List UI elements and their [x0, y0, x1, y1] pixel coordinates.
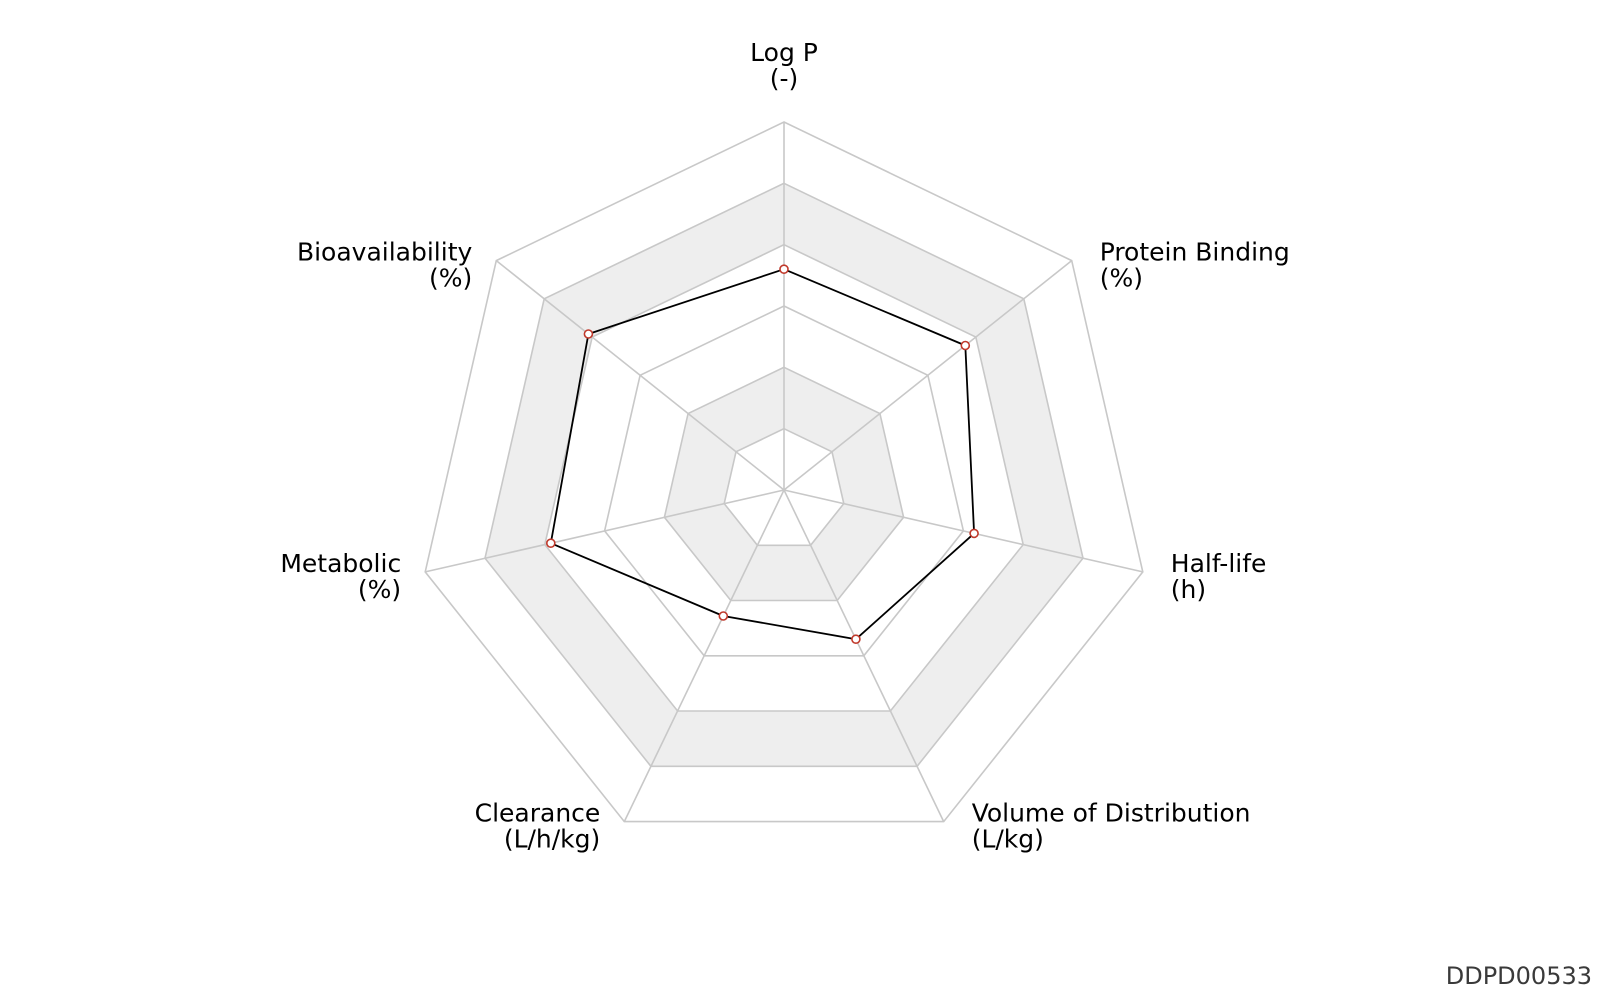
radar-point-6	[583, 329, 594, 339]
axis-label-unit: (%)	[358, 575, 401, 604]
axis-label-0: Log P (-)	[750, 38, 818, 93]
footer-id: DDPD00533	[1445, 962, 1592, 990]
axis-label-unit: (-)	[770, 64, 799, 93]
radar-point-0	[779, 264, 789, 275]
radar-axis-labels: Log P (-)Protein Binding (%)Half-life (h)Vo…	[280, 38, 1289, 854]
radar-point-1	[960, 340, 971, 351]
axis-label-2: Half-life (h)	[1171, 549, 1267, 604]
radar-ring-5	[484, 182, 1084, 768]
axis-label-unit: (%)	[1100, 264, 1143, 293]
radar-ring-4	[543, 243, 1025, 712]
axis-label-name: Bioavailability	[297, 238, 473, 267]
axis-label-3: Volume of Distribution (L/kg)	[972, 799, 1251, 854]
axis-label-name: Protein Binding	[1100, 238, 1290, 267]
axis-label-4: Clearance (L/h/kg)	[475, 799, 601, 854]
radar-spoke-3	[783, 489, 945, 822]
radar-axis-spokes	[425, 122, 1143, 822]
radar-ring-1	[723, 427, 845, 547]
axis-label-name: Log P	[750, 38, 818, 67]
radar-series-line	[549, 268, 975, 641]
radar-spoke-4	[623, 489, 785, 822]
axis-label-6: Bioavailability (%)	[297, 238, 473, 293]
radar-shaded-bands	[485, 183, 1083, 767]
axis-label-name: Half-life	[1171, 549, 1267, 578]
radar-spoke-2	[783, 489, 1143, 573]
radar-spoke-5	[425, 489, 785, 573]
radar-grid-rings	[424, 121, 1144, 823]
axis-label-1: Protein Binding (%)	[1100, 238, 1290, 293]
radar-point-5	[545, 538, 556, 549]
axis-label-name: Metabolic	[280, 549, 401, 578]
axis-label-name: Clearance	[475, 799, 601, 828]
radar-point-4	[718, 611, 729, 621]
axis-label-unit: (L/kg)	[972, 825, 1044, 854]
axis-label-unit: (h)	[1171, 575, 1206, 604]
axis-label-unit: (L/h/kg)	[504, 825, 600, 854]
radar-point-3	[851, 634, 861, 645]
radar-point-2	[969, 528, 979, 539]
radar-data-series	[545, 264, 979, 645]
axis-label-name: Volume of Distribution	[972, 799, 1251, 828]
radar-band-0	[664, 367, 904, 601]
radar-ring-3	[603, 305, 965, 657]
axis-label-unit: (%)	[429, 264, 472, 293]
radar-spoke-6	[495, 259, 785, 491]
radar-ring-2	[663, 366, 905, 602]
axis-label-5: Metabolic (%)	[280, 549, 401, 604]
radar-ring-6	[424, 121, 1144, 823]
radar-spoke-1	[783, 259, 1073, 491]
